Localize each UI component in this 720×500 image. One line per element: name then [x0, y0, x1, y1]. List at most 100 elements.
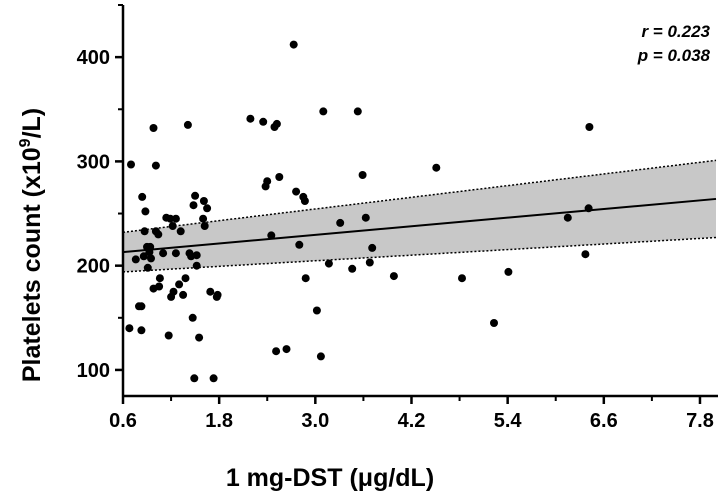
- data-point: [151, 161, 160, 170]
- data-point: [171, 214, 180, 223]
- data-point: [137, 326, 146, 335]
- data-point: [169, 287, 178, 296]
- data-point: [138, 192, 147, 201]
- data-point: [316, 352, 325, 361]
- data-point: [209, 374, 218, 383]
- annotation-p: p = 0.038: [637, 46, 711, 65]
- data-point: [358, 171, 367, 179]
- data-point: [324, 259, 333, 268]
- data-point: [147, 254, 155, 263]
- data-point: [190, 374, 199, 383]
- data-point: [139, 252, 148, 261]
- data-point: [584, 204, 593, 213]
- data-point: [191, 191, 200, 200]
- x-tick-label: 7.8: [686, 410, 714, 432]
- y-axis-title: Platelets count (x109/L): [17, 108, 46, 382]
- data-points: [125, 40, 594, 383]
- annotation-r: r = 0.223: [641, 22, 710, 41]
- data-point: [199, 197, 208, 205]
- data-point: [171, 249, 180, 258]
- x-tick-label: 1.8: [205, 410, 233, 432]
- data-point: [272, 119, 281, 128]
- data-point: [275, 173, 284, 181]
- data-point: [166, 214, 175, 223]
- axis-labels: r = 0.223 p = 0.038 1 mg-DST (μg/dL) Pla…: [17, 22, 711, 492]
- y-tick-label: 300: [77, 151, 110, 173]
- data-point: [563, 213, 572, 222]
- data-point: [175, 280, 184, 289]
- y-axis-title-superscript: 9: [17, 138, 34, 147]
- data-point: [263, 177, 272, 186]
- data-point: [188, 313, 197, 322]
- data-point: [149, 124, 158, 132]
- data-point: [141, 207, 150, 216]
- data-point: [168, 222, 177, 230]
- data-point: [282, 345, 291, 354]
- data-point: [490, 319, 498, 327]
- data-point: [213, 290, 222, 299]
- x-tick-label: 3.0: [301, 410, 329, 432]
- y-axis-title-tail: /L): [18, 108, 46, 139]
- data-point: [199, 214, 208, 223]
- data-point: [389, 272, 398, 281]
- data-point: [143, 263, 152, 272]
- data-point: [272, 347, 281, 356]
- data-point: [312, 306, 321, 315]
- data-point: [206, 287, 215, 296]
- data-point: [348, 264, 357, 273]
- data-point: [336, 218, 345, 227]
- confidence-band: [123, 160, 716, 272]
- data-point: [176, 227, 185, 236]
- data-point: [131, 255, 140, 264]
- data-point: [155, 274, 164, 283]
- data-point: [195, 333, 204, 342]
- data-point: [154, 230, 163, 239]
- data-point: [155, 282, 164, 291]
- data-point: [192, 261, 201, 270]
- data-point: [192, 251, 201, 260]
- x-tick-label: 0.6: [109, 410, 137, 432]
- data-point: [361, 213, 370, 222]
- data-point: [289, 40, 298, 49]
- data-point: [189, 201, 198, 210]
- y-tick-label: 100: [77, 360, 110, 382]
- data-point: [127, 160, 135, 169]
- data-point: [319, 107, 328, 116]
- data-point: [585, 123, 594, 131]
- ci-upper-line: [122, 159, 717, 234]
- data-point: [200, 222, 209, 230]
- y-axis-title-main: Platelets count (x10: [18, 147, 46, 382]
- data-point: [203, 204, 212, 213]
- data-point: [164, 331, 173, 340]
- data-point: [365, 258, 374, 267]
- data-point: [353, 107, 362, 116]
- axes: 0.6 1.8 3.0 4.2 5.4 6.6 7.8 100 200 300 400: [77, 4, 718, 432]
- x-tick-label: 5.4: [494, 410, 523, 432]
- regression-line: [122, 197, 717, 254]
- data-point: [295, 240, 304, 249]
- data-point: [183, 120, 192, 129]
- y-tick-label: 400: [77, 47, 110, 69]
- data-point: [368, 243, 377, 252]
- x-tick-label: 6.6: [590, 410, 618, 432]
- y-tick-label: 200: [77, 256, 110, 278]
- plot-area: [122, 159, 717, 273]
- data-point: [581, 250, 590, 259]
- data-point: [159, 249, 168, 258]
- data-point: [140, 227, 149, 236]
- data-point: [179, 290, 188, 299]
- data-point: [300, 197, 309, 205]
- data-point: [125, 324, 134, 333]
- ci-lower-line: [122, 236, 717, 273]
- data-point: [246, 114, 255, 123]
- data-point: [259, 117, 268, 126]
- x-axis-title: 1 mg-DST (μg/dL): [226, 464, 434, 492]
- data-point: [292, 187, 301, 196]
- data-point: [146, 242, 155, 251]
- x-tick-label: 4.2: [398, 410, 426, 432]
- data-point: [458, 274, 466, 283]
- data-point: [301, 274, 310, 283]
- data-point: [137, 302, 146, 311]
- data-point: [181, 274, 190, 283]
